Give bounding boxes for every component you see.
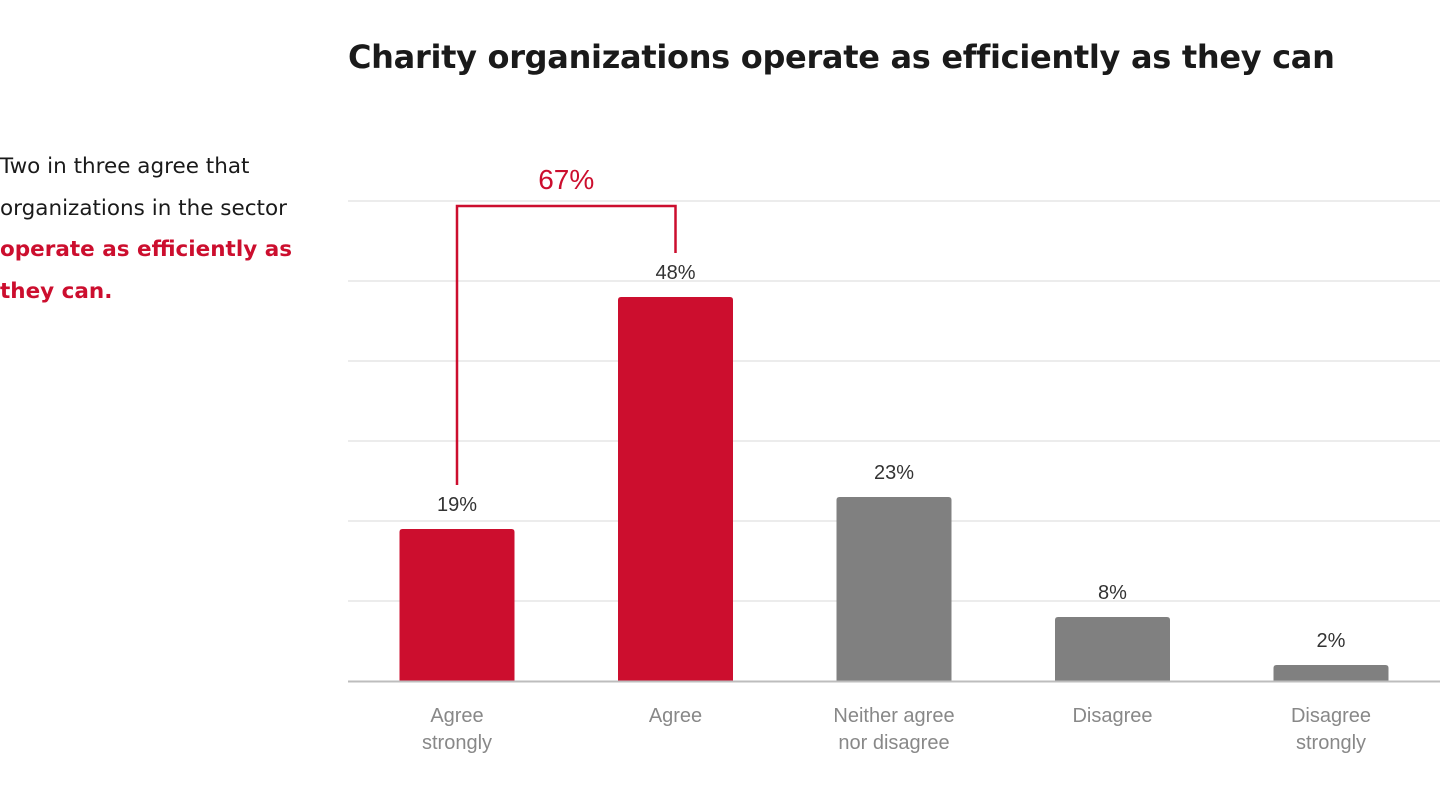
bracket-label: 67% — [538, 164, 594, 195]
tick-label: Neither agree nor disagree — [833, 705, 954, 754]
summary-text-plain: Two in three agree that organizations in… — [0, 154, 287, 221]
summary-text-highlight: operate as efficiently as they can. — [0, 237, 293, 304]
summary-text: Two in three agree that organizations in… — [0, 146, 300, 312]
data-labels: 19% 48% 23% 8% 2% — [437, 262, 1346, 652]
chart-title: Charity organizations operate as efficie… — [348, 38, 1335, 76]
data-label: 8% — [1098, 582, 1127, 604]
data-label: 23% — [874, 462, 914, 484]
tick-label: Agree strongly — [422, 705, 492, 754]
data-label: 19% — [437, 494, 477, 516]
bar — [1055, 617, 1170, 681]
tick-label: Disagree strongly — [1291, 705, 1371, 754]
bars — [399, 297, 1389, 681]
tick-label: Agree — [649, 705, 702, 727]
tick-label: Disagree — [1072, 705, 1152, 727]
bracket-line — [455, 204, 677, 485]
bar — [399, 529, 515, 681]
bar — [1273, 665, 1389, 681]
category-labels: Agree strongly Agree Neither agree nor disag… — [422, 705, 1371, 754]
bar — [618, 297, 733, 681]
agree-bracket: 67% — [455, 164, 677, 485]
data-label: 2% — [1317, 630, 1346, 652]
data-label: 48% — [655, 262, 695, 284]
bar — [836, 497, 952, 681]
